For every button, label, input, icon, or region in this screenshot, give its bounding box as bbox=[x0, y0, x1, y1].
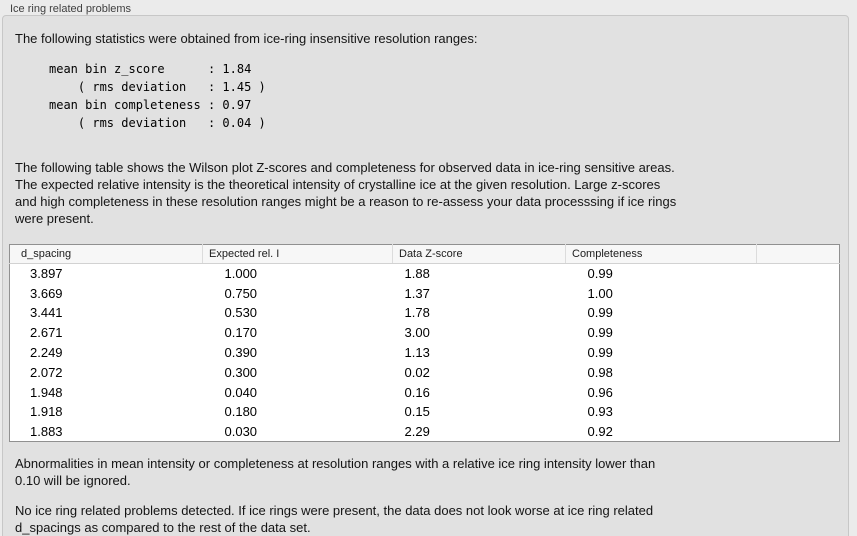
cell-data-z-score: 0.02 bbox=[404, 364, 430, 380]
cell-data-z-score: 1.78 bbox=[404, 305, 430, 321]
cell-completeness: 0.99 bbox=[587, 345, 613, 361]
cell-completeness: 1.00 bbox=[587, 285, 613, 301]
cell-data-z-score: 0.16 bbox=[404, 384, 430, 400]
ignore-note-text: Abnormalities in mean intensity or compl… bbox=[15, 456, 656, 489]
cell-data-z-score: 1.88 bbox=[404, 266, 430, 282]
table-description-text: The following table shows the Wilson plo… bbox=[15, 160, 677, 226]
cell-empty bbox=[757, 264, 840, 284]
column-header-completeness[interactable]: Completeness bbox=[565, 244, 757, 264]
cell-d-spacing: 3.441 bbox=[30, 305, 63, 321]
cell-data-z-score: 3.00 bbox=[404, 325, 430, 341]
cell-expected-rel-i: 0.030 bbox=[224, 424, 258, 440]
cell-empty bbox=[757, 323, 840, 343]
statistics-intro-text: The following statistics were obtained f… bbox=[15, 31, 478, 46]
cell-d-spacing: 1.883 bbox=[30, 424, 63, 440]
cell-data-z-score: 1.13 bbox=[404, 345, 430, 361]
cell-empty bbox=[757, 303, 840, 323]
conclusion-text: No ice ring related problems detected. I… bbox=[15, 503, 654, 536]
cell-empty bbox=[757, 402, 840, 422]
cell-completeness: 0.99 bbox=[587, 266, 613, 282]
cell-d-spacing: 3.897 bbox=[30, 266, 63, 282]
cell-data-z-score: 0.15 bbox=[404, 404, 430, 420]
cell-d-spacing: 2.072 bbox=[30, 364, 63, 380]
cell-empty bbox=[757, 283, 840, 303]
cell-data-z-score: 2.29 bbox=[404, 424, 430, 440]
ice-ring-table: d_spacing Expected rel. I Data Z-score C… bbox=[9, 244, 840, 443]
table-row[interactable]: 3.669 0.750 1.37 1.00 bbox=[10, 283, 840, 303]
cell-completeness: 0.98 bbox=[587, 364, 613, 380]
cell-d-spacing: 1.918 bbox=[30, 404, 63, 420]
cell-expected-rel-i: 1.000 bbox=[224, 266, 258, 282]
cell-d-spacing: 2.249 bbox=[30, 345, 63, 361]
cell-completeness: 0.92 bbox=[587, 424, 613, 440]
cell-expected-rel-i: 0.040 bbox=[224, 384, 258, 400]
column-header-d-spacing[interactable]: d_spacing bbox=[9, 244, 203, 264]
cell-expected-rel-i: 0.390 bbox=[224, 345, 258, 361]
cell-d-spacing: 2.671 bbox=[30, 325, 63, 341]
table-row[interactable]: 2.671 0.170 3.00 0.99 bbox=[10, 323, 840, 343]
table-row[interactable]: 1.948 0.040 0.16 0.96 bbox=[10, 382, 840, 402]
table-row[interactable]: 1.918 0.180 0.15 0.93 bbox=[10, 402, 840, 422]
table-row[interactable]: 3.897 1.000 1.88 0.99 bbox=[10, 264, 840, 284]
table-row[interactable]: 2.249 0.390 1.13 0.99 bbox=[10, 343, 840, 363]
column-header-empty bbox=[756, 244, 840, 264]
cell-d-spacing: 3.669 bbox=[30, 285, 63, 301]
cell-expected-rel-i: 0.180 bbox=[224, 404, 258, 420]
cell-completeness: 0.99 bbox=[587, 325, 613, 341]
cell-completeness: 0.96 bbox=[587, 384, 613, 400]
cell-empty bbox=[757, 362, 840, 382]
group-box: The following statistics were obtained f… bbox=[2, 15, 849, 536]
group-box-title: Ice ring related problems bbox=[10, 3, 132, 15]
cell-completeness: 0.99 bbox=[587, 305, 613, 321]
column-header-data-z-score[interactable]: Data Z-score bbox=[392, 244, 566, 264]
cell-expected-rel-i: 0.300 bbox=[224, 364, 258, 380]
cell-empty bbox=[757, 422, 840, 442]
cell-expected-rel-i: 0.530 bbox=[224, 305, 258, 321]
column-header-expected-rel-i[interactable]: Expected rel. I bbox=[202, 244, 393, 264]
cell-data-z-score: 1.37 bbox=[404, 285, 430, 301]
cell-empty bbox=[757, 343, 840, 363]
cell-d-spacing: 1.948 bbox=[30, 384, 63, 400]
table-row[interactable]: 3.441 0.530 1.78 0.99 bbox=[10, 303, 840, 323]
table-row[interactable]: 2.072 0.300 0.02 0.98 bbox=[10, 362, 840, 382]
table-header-row: d_spacing Expected rel. I Data Z-score C… bbox=[9, 244, 840, 264]
table-row[interactable]: 1.883 0.030 2.29 0.92 bbox=[10, 422, 840, 442]
cell-empty bbox=[757, 382, 840, 402]
cell-expected-rel-i: 0.170 bbox=[224, 325, 258, 341]
cell-expected-rel-i: 0.750 bbox=[224, 285, 258, 301]
statistics-block: mean bin z_score : 1.84 ( rms deviation … bbox=[49, 62, 266, 130]
cell-completeness: 0.93 bbox=[587, 404, 613, 420]
